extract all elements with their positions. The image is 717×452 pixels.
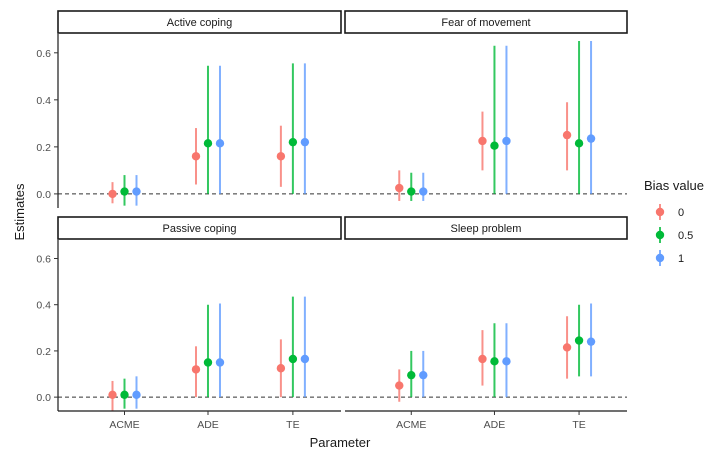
point-0-5-ade — [490, 357, 499, 366]
point-0-5-acme — [120, 390, 129, 400]
x-tick-label: ADE — [484, 419, 506, 431]
point-0-acme — [108, 189, 117, 199]
point-0-ade — [478, 136, 487, 146]
facet-strip-label: Active coping — [167, 17, 232, 29]
facet-strip-label: Fear of movement — [441, 17, 530, 29]
point-0-5-acme — [120, 187, 129, 196]
facet-active-coping: Active coping — [57, 10, 342, 206]
point-0-acme — [108, 390, 117, 400]
facet-strip — [57, 216, 342, 240]
point-0-te — [562, 130, 572, 140]
point-0-5-te — [288, 354, 298, 364]
point-0-ade — [191, 365, 201, 374]
facets-layer: Active coping Fear of movement Passive cop… — [57, 10, 628, 411]
point-1-ade — [215, 139, 225, 148]
legend-label: 1 — [678, 253, 684, 265]
point-1-acme — [419, 370, 428, 380]
point-1-ade — [502, 136, 511, 146]
x-axis-title: Parameter — [310, 435, 371, 450]
point-0-5-te — [574, 336, 584, 345]
y-tick-label: 0.6 — [36, 253, 51, 265]
y-tick-label: 0.0 — [36, 189, 51, 201]
legend-entry-0-5: 0.5 — [655, 227, 693, 243]
facet-strip — [344, 10, 628, 34]
point-1-te — [300, 354, 310, 364]
x-axis-col-2: ACME ADE TE — [345, 410, 627, 431]
legend-key-point — [655, 253, 665, 263]
point-0-5-ade — [203, 358, 213, 367]
point-0-5-acme — [407, 187, 416, 196]
x-tick-label: ACME — [109, 419, 139, 431]
y-tick-label: 0.6 — [36, 48, 51, 60]
y-tick-label: 0.2 — [36, 346, 51, 358]
y-axis-title: Estimates — [12, 183, 27, 241]
y-tick-label: 0.4 — [36, 300, 51, 312]
point-0-te — [562, 343, 572, 352]
x-tick-label: ADE — [197, 419, 219, 431]
point-1-ade — [215, 358, 225, 367]
y-axis-row-2: 0.0 0.2 0.4 0.6 — [36, 240, 59, 411]
y-tick-label: 0.0 — [36, 392, 51, 404]
y-tick-label: 0.4 — [36, 95, 51, 107]
point-1-acme — [419, 187, 428, 196]
point-0-5-ade — [203, 139, 213, 148]
y-axis-row-1: 0.0 0.2 0.4 0.6 — [36, 34, 59, 208]
axes-layer: 0.0 0.2 0.4 0.6 0.0 0.2 0.4 0.6 ACME ADE TE ACME ADE… — [36, 34, 627, 431]
x-tick-label: TE — [286, 419, 299, 431]
point-1-ade — [502, 357, 511, 366]
legend-entry-0: 0 — [655, 204, 684, 220]
x-tick-label: TE — [572, 419, 585, 431]
point-0-5-ade — [490, 141, 499, 150]
point-0-ade — [191, 152, 201, 161]
legend: Bias value 0 0.5 1 — [644, 178, 704, 266]
y-tick-label: 0.2 — [36, 142, 51, 154]
legend-key-point — [655, 207, 665, 217]
x-tick-label: ACME — [396, 419, 426, 431]
facet-strip — [344, 216, 628, 240]
point-0-5-te — [574, 139, 584, 148]
legend-key-point — [655, 230, 665, 240]
facet-strip-label: Passive coping — [163, 223, 237, 235]
point-1-acme — [132, 390, 141, 400]
facet-passive-coping: Passive coping — [57, 216, 342, 411]
x-axis-col-1: ACME ADE TE — [58, 410, 341, 431]
facet-strip-label: Sleep problem — [451, 223, 522, 235]
facet-sleep-problem: Sleep problem — [344, 216, 628, 402]
point-0-5-acme — [407, 370, 416, 380]
point-1-te — [586, 337, 596, 346]
point-0-5-te — [288, 137, 298, 147]
point-0-acme — [395, 183, 404, 193]
facet-strip — [57, 10, 342, 34]
point-1-te — [586, 134, 596, 143]
legend-label: 0 — [678, 207, 684, 219]
facet-fear-of-movement: Fear of movement — [344, 10, 628, 201]
legend-entry-1: 1 — [655, 250, 684, 266]
point-0-ade — [478, 354, 487, 364]
point-0-te — [276, 364, 286, 373]
point-1-te — [300, 137, 310, 147]
point-0-te — [276, 152, 286, 161]
point-0-acme — [395, 381, 404, 390]
point-1-acme — [132, 187, 141, 196]
legend-title: Bias value — [644, 178, 704, 193]
legend-label: 0.5 — [678, 230, 693, 242]
